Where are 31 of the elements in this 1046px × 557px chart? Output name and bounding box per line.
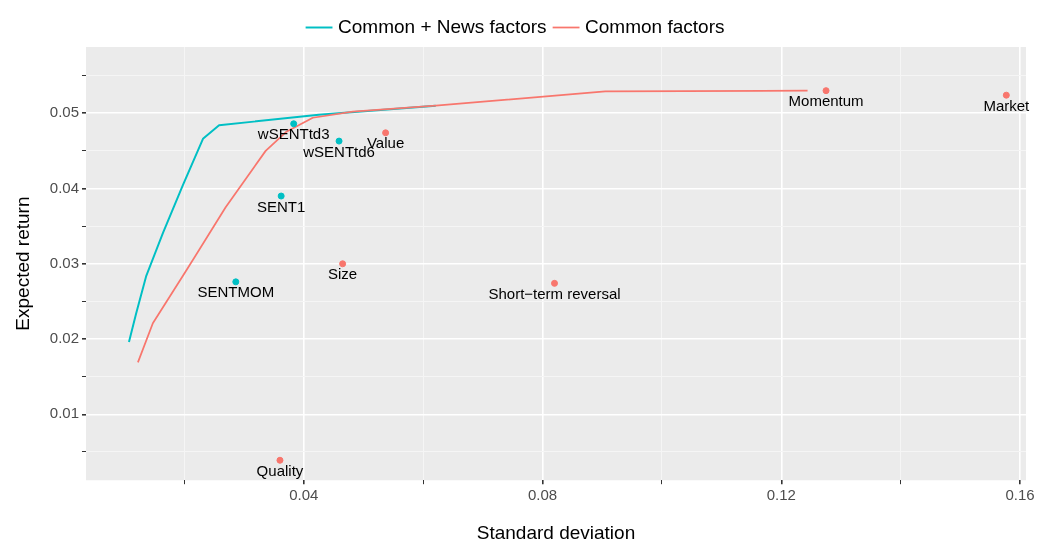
x-tick-label: 0.12 xyxy=(766,486,796,504)
legend-label: Common + News factors xyxy=(338,15,547,37)
point xyxy=(339,260,347,268)
x-axis-title: Standard deviation xyxy=(476,521,636,543)
point xyxy=(335,137,343,145)
data-label: Momentum xyxy=(788,92,864,110)
data-label: Quality xyxy=(256,461,304,479)
y-tick-label: 0.05 xyxy=(49,103,79,121)
x-tick-label: 0.16 xyxy=(1005,486,1035,504)
point xyxy=(232,278,240,286)
data-label: SENTMOM xyxy=(197,283,275,301)
point xyxy=(290,120,298,128)
point xyxy=(822,87,830,95)
y-tick-label: 0.02 xyxy=(49,329,79,347)
y-tick-label: 0.04 xyxy=(49,178,79,196)
y-axis-title: Expected return xyxy=(11,196,33,331)
x-tick-label: 0.08 xyxy=(527,486,558,504)
point xyxy=(1002,91,1010,99)
data-label: SENT1 xyxy=(256,197,306,215)
point xyxy=(277,192,285,200)
point xyxy=(551,279,559,287)
data-label: wSENTtd3 xyxy=(256,125,330,143)
data-label: Market xyxy=(983,96,1031,114)
data-label: Size xyxy=(328,265,358,283)
x-tick-label: 0.04 xyxy=(289,486,319,504)
y-tick-label: 0.01 xyxy=(49,404,79,422)
y-tick-label: 0.03 xyxy=(49,253,79,271)
legend-label: Common factors xyxy=(585,15,725,37)
data-label: Short−term reversal xyxy=(488,285,621,302)
point xyxy=(276,456,284,464)
point xyxy=(382,129,390,137)
